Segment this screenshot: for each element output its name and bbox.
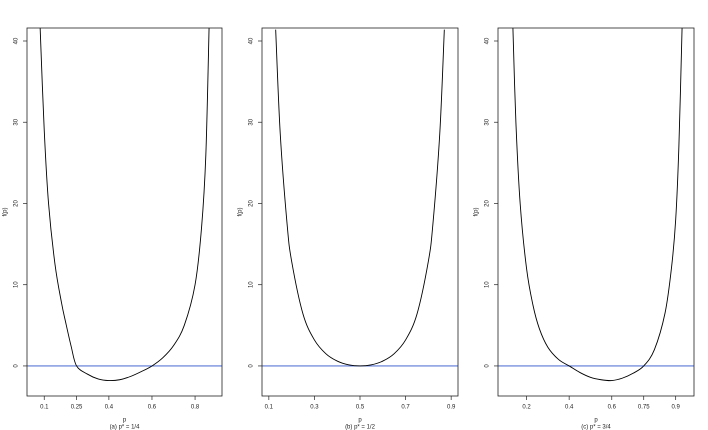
y-tick-label: 20 — [249, 199, 255, 206]
x-tick-label: 0.4 — [105, 405, 114, 411]
plot-frame — [26, 27, 223, 397]
x-tick-label: 0.25 — [71, 405, 83, 411]
y-tick-label: 0 — [14, 364, 20, 368]
plot-frame — [497, 27, 695, 397]
y-tick-label: 10 — [249, 281, 255, 288]
caption: (a) p* = 1/4 — [110, 425, 141, 430]
x-tick-label: 0.75 — [638, 405, 650, 411]
y-tick-label: 10 — [485, 281, 491, 288]
y-tick-label: 20 — [485, 199, 491, 206]
y-tick-label: 40 — [249, 37, 255, 44]
y-tick-label: 10 — [14, 281, 20, 288]
y-tick-label: 30 — [14, 118, 20, 125]
y-tick-label: 0 — [249, 364, 255, 368]
y-tick-label: 40 — [14, 37, 20, 44]
y-axis-label: f(p) — [474, 207, 480, 216]
plot-frame — [261, 27, 459, 397]
plot-area — [498, 28, 694, 382]
curve — [512, 28, 683, 382]
x-tick-label: 0.9 — [447, 405, 456, 411]
y-tick-label: 30 — [249, 118, 255, 125]
x-tick-label: 0.1 — [40, 405, 49, 411]
x-tick-label: 0.1 — [265, 405, 274, 411]
y-tick-label: 0 — [485, 364, 491, 368]
plot-area — [27, 28, 222, 382]
curve — [39, 28, 210, 382]
x-axis-label: p — [123, 418, 127, 424]
y-axis-label: f(p) — [3, 207, 9, 216]
x-tick-label: 0.4 — [565, 405, 574, 411]
y-tick-label: 40 — [485, 37, 491, 44]
x-axis-label: p — [358, 418, 362, 424]
x-tick-label: 0.5 — [356, 405, 365, 411]
y-tick-label: 20 — [14, 199, 20, 206]
x-tick-label: 0.9 — [672, 405, 681, 411]
y-axis-label: f(p) — [238, 207, 244, 216]
x-tick-label: 0.6 — [608, 405, 617, 411]
x-axis-label: p — [594, 418, 598, 424]
x-tick-label: 0.2 — [522, 405, 531, 411]
x-tick-label: 0.6 — [148, 405, 157, 411]
curve — [275, 29, 445, 367]
x-tick-label: 0.3 — [310, 405, 319, 411]
plot-area — [262, 29, 458, 367]
x-tick-label: 0.8 — [191, 405, 200, 411]
caption: (b) p* = 1/2 — [345, 425, 376, 430]
x-tick-label: 0.7 — [401, 405, 410, 411]
y-tick-label: 30 — [485, 118, 491, 125]
caption: (c) p* = 3/4 — [581, 425, 611, 430]
